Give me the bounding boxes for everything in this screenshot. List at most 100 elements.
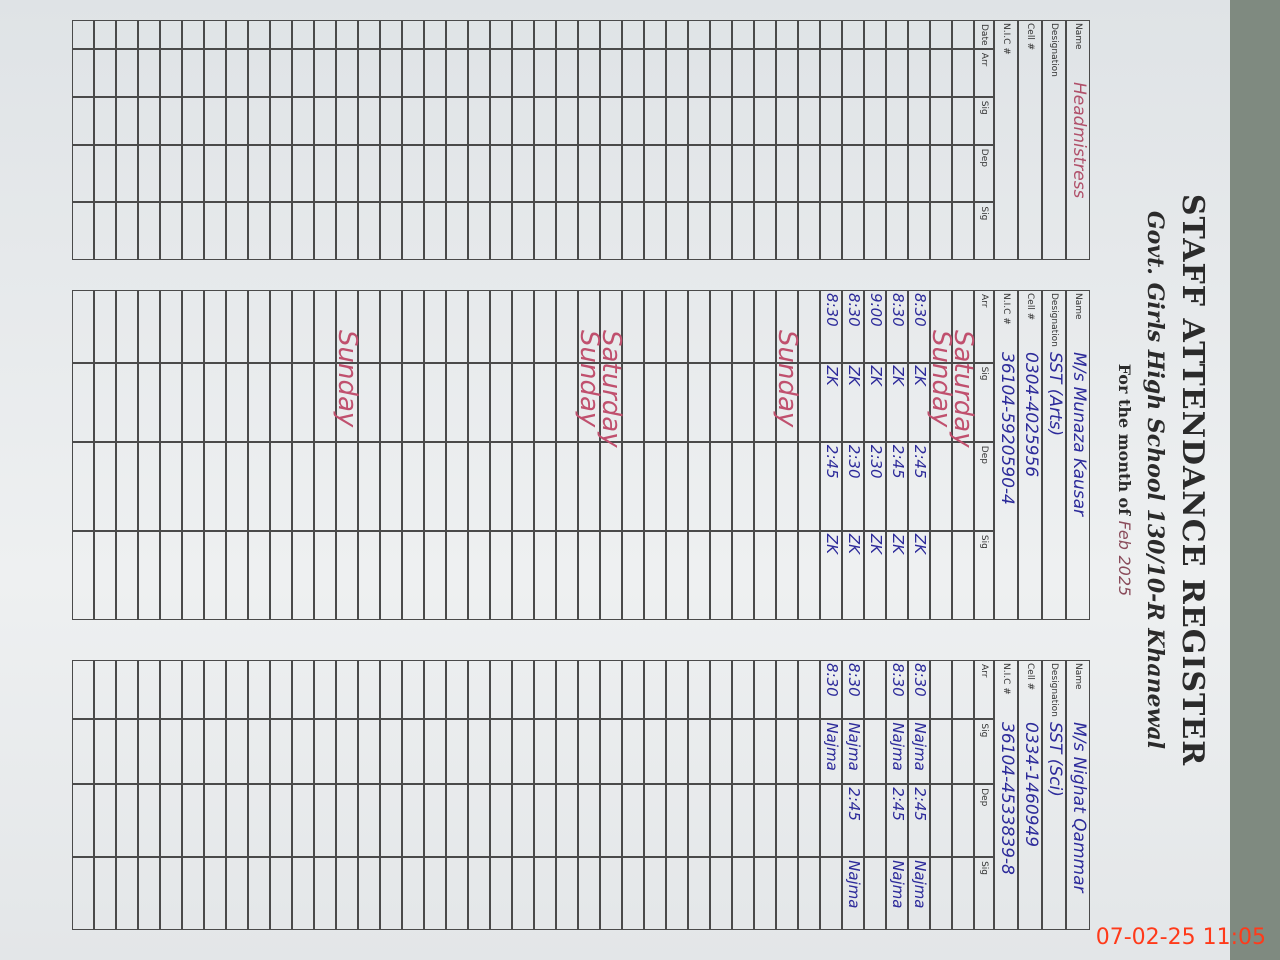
grid-cell (732, 290, 754, 363)
grid-cell (94, 20, 116, 49)
grid-cell (732, 530, 754, 620)
grid-cell (666, 362, 688, 442)
grid-cell (204, 719, 226, 785)
day-note: Sunday (772, 330, 802, 428)
column-label: Date (979, 24, 989, 46)
grid-cell (644, 857, 666, 930)
grid-cell (754, 144, 776, 203)
grid-cell (204, 290, 226, 363)
grid-cell (710, 20, 732, 49)
grid-cell (710, 530, 732, 620)
grid-cell (776, 441, 798, 531)
grid-cell (94, 96, 116, 145)
grid-cell (160, 48, 182, 97)
grid-cell (160, 144, 182, 203)
grid-cell (314, 784, 336, 858)
grid-cell (160, 20, 182, 49)
grid-cell (292, 719, 314, 785)
grid-cell (182, 784, 204, 858)
field-label: N.I.C # (1001, 23, 1011, 55)
grid-cell (226, 96, 248, 145)
grid-cell (380, 660, 402, 720)
day-note: Sunday (926, 330, 956, 428)
grid-cell (138, 362, 160, 442)
grid-cell (116, 202, 138, 260)
entry-sig2: ZK (845, 533, 863, 555)
grid-cell (314, 857, 336, 930)
grid-cell (622, 441, 644, 531)
grid-cell (226, 441, 248, 531)
grid-cell (688, 530, 710, 620)
grid-cell (402, 530, 424, 620)
grid-cell (94, 202, 116, 260)
entry-sig: ZK (845, 365, 863, 386)
grid-cell (292, 202, 314, 260)
grid-cell (292, 441, 314, 531)
grid-cell (138, 857, 160, 930)
grid-cell (754, 857, 776, 930)
grid-cell (688, 290, 710, 363)
grid-cell (138, 441, 160, 531)
column-label: Dep (979, 148, 989, 167)
grid-cell (490, 290, 512, 363)
entry-arr: 8:30 (823, 293, 841, 327)
grid-cell (490, 441, 512, 531)
grid-cell (864, 202, 886, 260)
grid-cell (336, 784, 358, 858)
grid-cell (138, 530, 160, 620)
grid-cell (402, 96, 424, 145)
grid-cell (798, 20, 820, 49)
grid-cell (358, 660, 380, 720)
grid-cell (490, 660, 512, 720)
grid-cell (600, 96, 622, 145)
entry-dep: 2:45 (889, 787, 907, 821)
grid-cell (116, 362, 138, 442)
grid-cell (248, 362, 270, 442)
grid-cell (710, 441, 732, 531)
grid-cell (270, 96, 292, 145)
grid-cell (490, 362, 512, 442)
grid-cell (468, 96, 490, 145)
grid-cell (930, 530, 952, 620)
grid-cell (512, 441, 534, 531)
grid-cell (402, 857, 424, 930)
grid-cell (578, 96, 600, 145)
grid-cell (160, 660, 182, 720)
grid-cell (314, 530, 336, 620)
grid-cell (402, 48, 424, 97)
grid-cell (622, 530, 644, 620)
entry-dep: 2:45 (889, 444, 907, 479)
grid-cell (644, 290, 666, 363)
grid-cell (644, 719, 666, 785)
grid-cell (446, 719, 468, 785)
grid-cell (336, 530, 358, 620)
grid-cell (270, 857, 292, 930)
grid-cell (666, 290, 688, 363)
grid-cell (468, 660, 490, 720)
grid-cell (952, 530, 974, 620)
grid-cell (424, 48, 446, 97)
entry-arr: 8:30 (845, 663, 863, 697)
month-line: For the month of Feb 2025 (1115, 0, 1134, 960)
grid-cell (864, 857, 886, 930)
grid-cell (116, 719, 138, 785)
grid-cell (666, 719, 688, 785)
field-label: Name (1073, 663, 1083, 690)
column-label: Sig (979, 534, 989, 549)
grid-cell (644, 144, 666, 203)
grid-cell (600, 784, 622, 858)
staff-name: Headmistress (1069, 82, 1089, 199)
grid-cell (116, 784, 138, 858)
grid-cell (204, 530, 226, 620)
grid-cell (380, 857, 402, 930)
grid-cell (138, 719, 160, 785)
grid-cell (732, 202, 754, 260)
grid-cell (270, 48, 292, 97)
grid-cell (490, 96, 512, 145)
grid-cell (732, 719, 754, 785)
entry-sig2: ZK (889, 533, 907, 555)
grid-cell (534, 362, 556, 442)
grid-cell (490, 857, 512, 930)
grid-cell (864, 719, 886, 785)
